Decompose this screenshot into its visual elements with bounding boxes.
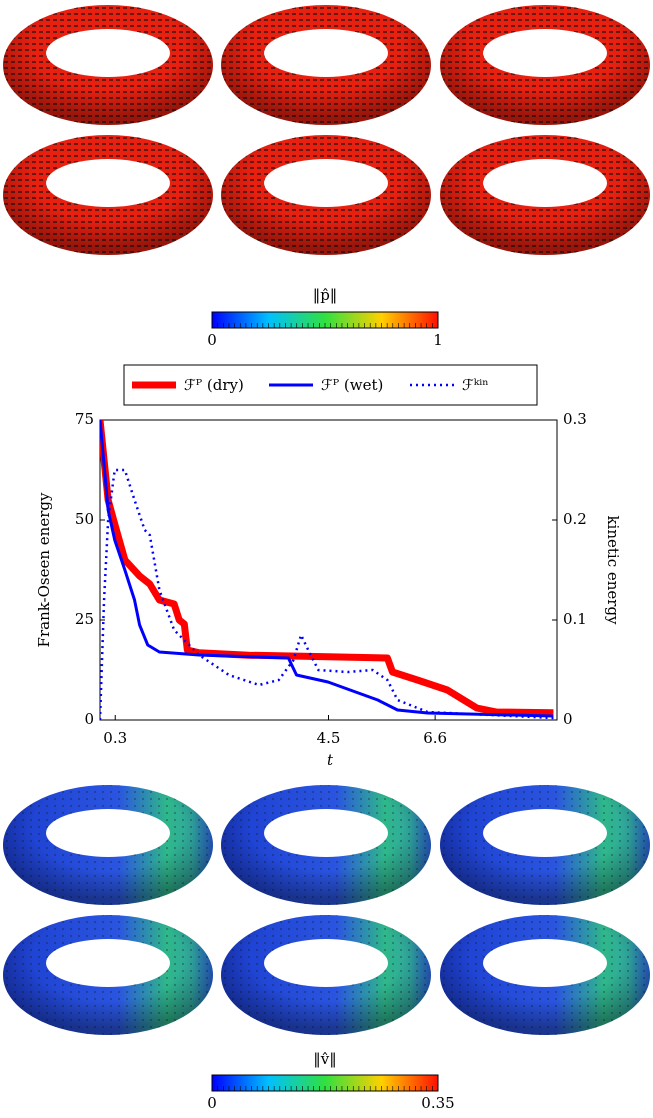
y2-tick-label: 0.1 xyxy=(563,610,587,628)
x-tick-label: 4.5 xyxy=(317,729,341,747)
torus-shading xyxy=(3,785,213,905)
torus-shading xyxy=(440,785,650,905)
torus xyxy=(3,5,213,125)
legend-label: ℱᴾ (dry) xyxy=(184,376,244,394)
torus-shading xyxy=(440,915,650,1035)
series-line xyxy=(100,420,554,717)
line-chart: 0 25 50 75 0 0.1 0.2 0.3 0.3 4.5 6.6 xyxy=(75,410,587,747)
torus-shading xyxy=(440,5,650,125)
torus-shading xyxy=(221,915,431,1035)
torus xyxy=(440,915,650,1035)
torus xyxy=(3,785,213,905)
y-tick-label: 50 xyxy=(75,510,94,528)
torus-shading xyxy=(3,915,213,1035)
torus-shading xyxy=(221,135,431,255)
y2-tick-label: 0 xyxy=(563,710,573,728)
torus xyxy=(221,785,431,905)
torus xyxy=(221,915,431,1035)
y2-tick-label: 0.2 xyxy=(563,510,587,528)
torus xyxy=(440,135,650,255)
torus xyxy=(221,135,431,255)
torus xyxy=(440,785,650,905)
torus-shading xyxy=(440,135,650,255)
colorbar-label: ‖p̂‖ xyxy=(313,286,338,304)
torus xyxy=(3,135,213,255)
x-tick-label: 6.6 xyxy=(423,729,447,747)
plot-frame xyxy=(99,419,558,721)
legend-label: ℱᴾ (wet) xyxy=(321,376,383,394)
legend: ℱᴾ (dry) ℱᴾ (wet) ℱᵏⁱⁿ xyxy=(132,376,489,394)
torus xyxy=(440,5,650,125)
colorbar-tick-label: 1 xyxy=(433,331,443,349)
x-tick-label: 0.3 xyxy=(103,729,127,747)
torus-shading xyxy=(221,785,431,905)
torus-shading xyxy=(221,5,431,125)
colorbar: 0 0.35 xyxy=(207,1074,455,1112)
legend-box xyxy=(123,364,538,406)
torus-shading xyxy=(3,135,213,255)
torus-shading xyxy=(3,5,213,125)
y-axis-label: Frank-Oseen energy xyxy=(35,492,53,647)
y2-tick-label: 0.3 xyxy=(563,410,587,428)
torus xyxy=(221,5,431,125)
torus xyxy=(3,915,213,1035)
colorbar-tick-label: 0 xyxy=(207,331,217,349)
legend-label: ℱᵏⁱⁿ xyxy=(462,376,489,394)
x-axis-label: t xyxy=(327,751,334,769)
colorbar-label: ‖v̂‖ xyxy=(313,1050,336,1068)
series-line xyxy=(100,468,554,720)
y2-axis-label: kinetic energy xyxy=(604,515,622,625)
y-tick-label: 25 xyxy=(75,610,94,628)
series-line xyxy=(100,420,554,718)
colorbar-tick-label: 0.35 xyxy=(421,1094,454,1112)
colorbar-tick-label: 0 xyxy=(207,1094,217,1112)
y-tick-label: 75 xyxy=(75,410,94,428)
y-tick-label: 0 xyxy=(84,710,94,728)
